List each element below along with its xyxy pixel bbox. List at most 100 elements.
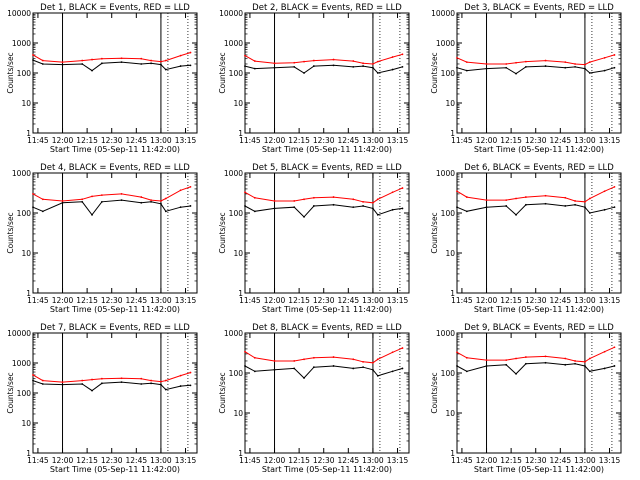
data-point-lld (164, 379, 167, 382)
data-point-lld (32, 374, 34, 376)
x-tick-label: 12:30 (525, 456, 547, 465)
data-point-lld (91, 195, 93, 198)
data-point-events (32, 59, 34, 61)
data-point-lld (544, 355, 547, 358)
y-tick-label: 1000 (436, 329, 455, 338)
x-tick-label: 12:30 (313, 456, 335, 465)
data-point-events (253, 370, 256, 373)
data-point-events (613, 365, 616, 367)
chart-title: Det 3, BLACK = Events, RED = LLD (464, 3, 614, 13)
data-point-lld (81, 379, 84, 382)
x-tick-label: 13:15 (599, 296, 621, 305)
series-line-events (32, 199, 191, 216)
y-tick-label: 10000 (219, 9, 243, 18)
data-point-lld (81, 59, 84, 62)
data-point-lld (312, 196, 315, 199)
data-point-lld (376, 60, 379, 63)
y-tick-label: 1 (450, 289, 455, 298)
x-tick-label: 12:00 (52, 296, 74, 305)
x-tick-label: 12:45 (338, 136, 360, 145)
plot-frame (32, 332, 198, 454)
y-tick-label: 10000 (7, 9, 31, 18)
x-tick-label: 13:00 (574, 456, 596, 465)
chart-panel-5: Det 5, BLACK = Events, RED = LLD 1 10 100 10… (218, 163, 410, 314)
x-tick-label: 12:00 (52, 456, 74, 465)
data-point-events (332, 64, 335, 67)
data-point-events (273, 368, 276, 371)
data-point-events (303, 72, 305, 74)
data-point-events (362, 65, 364, 67)
data-point-lld (505, 63, 508, 65)
x-tick-label: 13:00 (150, 296, 172, 305)
data-point-events (401, 65, 404, 68)
data-point-events (372, 66, 374, 69)
data-point-lld (515, 357, 517, 360)
data-point-events (362, 205, 364, 207)
data-point-events (41, 63, 44, 65)
x-axis-label: Start Time (05-Sep-11 11:42:00) (262, 145, 392, 154)
chart-panel-4: Det 4, BLACK = Events, RED = LLD 1 10 100 10… (6, 163, 198, 314)
data-point-events (312, 65, 315, 67)
data-point-lld (41, 59, 44, 62)
x-tick-label: 12:00 (476, 296, 498, 305)
chart-title: Det 2, BLACK = Events, RED = LLD (252, 3, 402, 13)
x-tick-label: 13:00 (150, 136, 172, 145)
data-point-lld (456, 190, 458, 193)
data-point-lld (160, 200, 162, 202)
series-line-events (244, 365, 403, 379)
x-tick-label: 12:00 (52, 136, 74, 145)
data-point-events (588, 72, 591, 74)
data-point-lld (273, 360, 276, 362)
x-tick-label: 12:30 (101, 296, 123, 305)
data-point-lld (524, 356, 527, 358)
plot-frame (32, 172, 198, 294)
data-point-lld (401, 53, 404, 56)
y-axis-label: Counts/sec (6, 52, 15, 93)
x-tick-label: 11:45 (239, 456, 261, 465)
data-point-lld (179, 54, 182, 57)
data-point-events (179, 385, 182, 387)
data-point-events (312, 366, 315, 369)
chart-title: Det 7, BLACK = Events, RED = LLD (40, 323, 190, 333)
data-point-lld (303, 60, 305, 63)
y-tick-label: 100 (17, 389, 32, 398)
x-tick-label: 13:00 (574, 136, 596, 145)
x-axis-label: Start Time (05-Sep-11 11:42:00) (474, 465, 604, 474)
data-point-lld (391, 191, 394, 194)
x-tick-label: 12:15 (76, 456, 98, 465)
data-point-events (376, 213, 379, 216)
data-point-events (574, 65, 576, 68)
data-point-lld (465, 356, 468, 359)
data-point-lld (150, 59, 152, 62)
data-point-events (456, 66, 458, 69)
x-tick-label: 13:00 (574, 296, 596, 305)
series-line-lld (244, 53, 403, 65)
data-point-lld (515, 61, 517, 64)
data-point-events (564, 363, 567, 366)
data-point-events (332, 365, 335, 367)
data-point-events (603, 367, 606, 370)
data-point-events (401, 367, 404, 370)
y-tick-label: 100 (229, 69, 244, 78)
x-tick-label: 11:45 (27, 136, 49, 145)
y-tick-label: 1 (450, 449, 455, 458)
data-point-events (150, 200, 152, 203)
x-tick-label: 12:00 (264, 136, 286, 145)
data-point-lld (100, 194, 103, 197)
data-point-lld (485, 63, 488, 65)
y-tick-label: 100 (229, 369, 244, 378)
data-point-events (244, 365, 246, 367)
y-tick-label: 1 (238, 289, 243, 298)
x-tick-label: 12:30 (525, 296, 547, 305)
x-tick-label: 12:15 (500, 456, 522, 465)
data-point-events (588, 370, 591, 373)
plot-frame (244, 12, 410, 134)
y-axis-label: Counts/sec (430, 212, 439, 253)
data-point-events (362, 366, 364, 369)
data-point-lld (588, 197, 591, 200)
x-tick-label: 13:15 (387, 136, 409, 145)
data-point-lld (91, 378, 93, 381)
x-axis-label: Start Time (05-Sep-11 11:42:00) (50, 145, 180, 154)
data-point-lld (544, 59, 547, 62)
data-point-lld (179, 189, 182, 192)
